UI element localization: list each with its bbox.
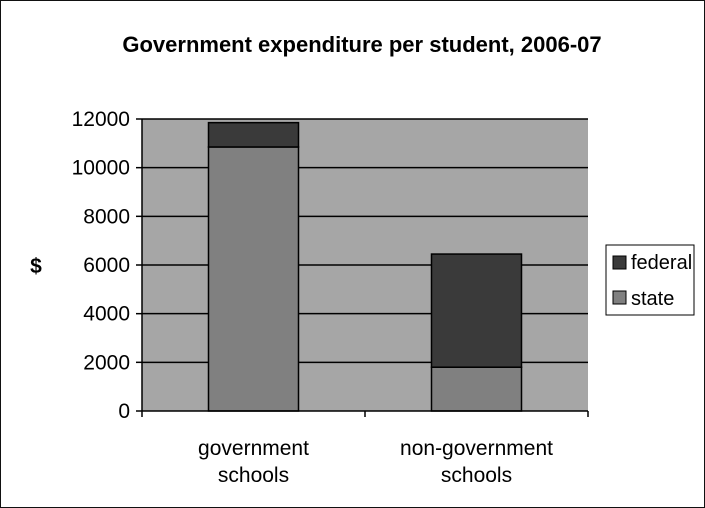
y-tick-label: 12000: [72, 108, 130, 131]
y-tick-label: 4000: [83, 303, 130, 326]
legend-swatch-state: [612, 290, 627, 305]
chart-title: Government expenditure per student, 2006…: [122, 32, 601, 57]
y-tick-label: 6000: [83, 254, 130, 277]
plot-area: government schools non-government schools 0 2…: [72, 108, 589, 487]
bar-federal-1: [207, 121, 300, 148]
x-tick-label: non-government: [400, 437, 553, 460]
x-tick-label: government: [198, 437, 309, 460]
y-tick-label: 2000: [83, 351, 130, 374]
legend-swatch-federal: [612, 255, 627, 270]
legend: federal state: [605, 244, 695, 316]
bar-state-1: [207, 146, 300, 412]
y-axis-label: $: [30, 255, 42, 278]
legend-label-federal: federal: [631, 252, 692, 274]
bar-state-2: [430, 366, 523, 412]
bar-federal-2: [430, 253, 523, 368]
legend-label-state: state: [631, 288, 674, 310]
y-tick-label: 8000: [83, 205, 130, 228]
x-tick-label: schools: [441, 464, 512, 487]
y-tick-label: 0: [118, 400, 130, 423]
y-tick-label: 10000: [72, 157, 130, 180]
x-tick-label: schools: [218, 464, 289, 487]
